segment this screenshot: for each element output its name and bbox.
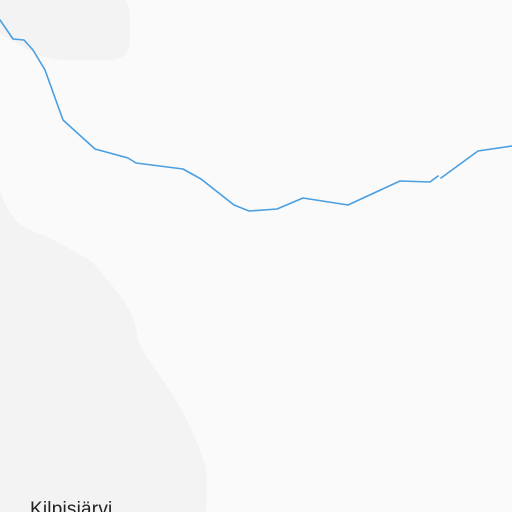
place-label-kilpisjarvi[interactable]: Kilpisjärvi — [30, 499, 113, 512]
terrain-shade-fell — [0, 190, 207, 512]
river-line — [0, 19, 439, 212]
river-line-east — [440, 145, 512, 179]
terrain-shade-north — [0, 0, 130, 60]
